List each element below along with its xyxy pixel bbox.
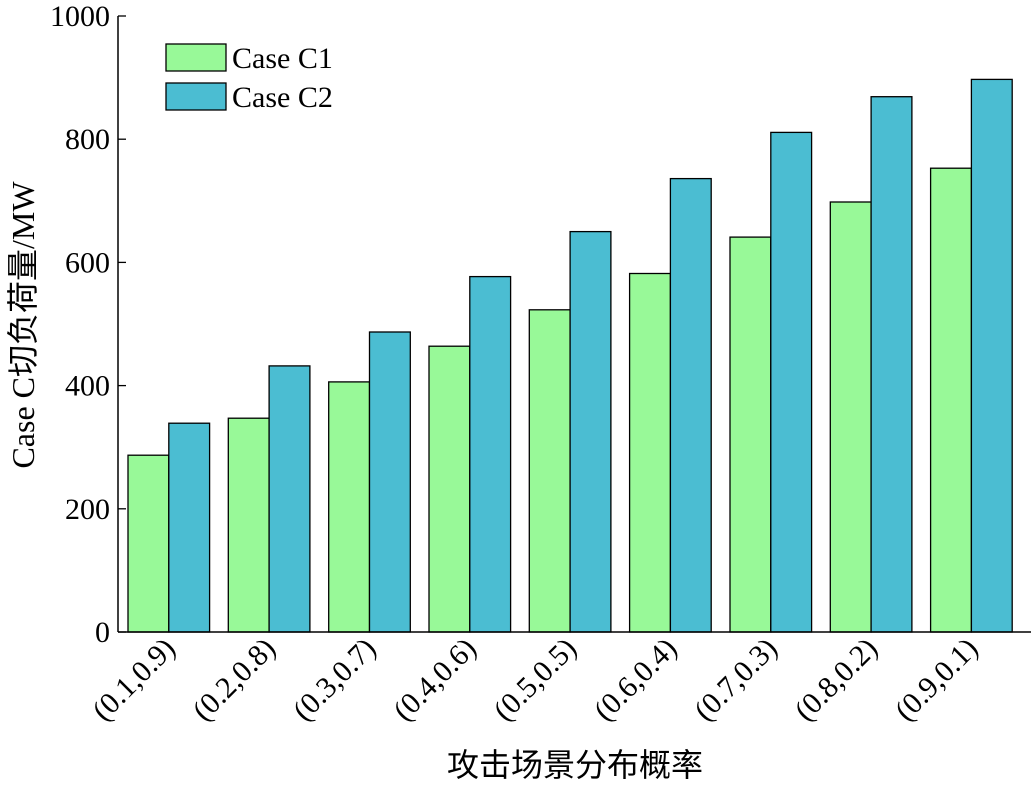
bar-1-9 <box>929 167 973 633</box>
y-ticks-group: 0 200 400 600 800 1000 <box>50 0 126 649</box>
y-tick-label-3: 600 <box>65 246 110 279</box>
y-tick-label-0: 0 <box>95 616 110 649</box>
y-axis-title: Case C切负荷量/MW <box>5 181 41 469</box>
legend-label-1: Case C1 <box>232 42 333 75</box>
y-tick-label-1: 200 <box>65 493 110 526</box>
axes-group <box>117 16 1031 633</box>
x-tick-label-6: (0.6,0.4) <box>588 632 684 728</box>
legend: Case C1 Case C2 <box>165 42 333 114</box>
bar-1-1 <box>127 454 170 633</box>
bars-group <box>127 78 1013 633</box>
bar-2-6 <box>669 177 712 633</box>
x-tick-label-9: (0.9,0.1) <box>889 632 985 728</box>
x-tick-label-5: (0.5,0.5) <box>487 632 583 728</box>
bar-1-3 <box>328 381 371 633</box>
x-axis-title: 攻击场景分布概率 <box>447 747 703 783</box>
bar-1-7 <box>729 236 772 633</box>
y-tick-label-2: 400 <box>65 370 110 403</box>
x-tick-label-2: (0.2,0.8) <box>186 632 282 728</box>
bar-2-3 <box>368 331 411 633</box>
bar-1-6 <box>628 272 672 633</box>
x-tick-label-3: (0.3,0.7) <box>287 632 383 728</box>
bar-1-8 <box>829 201 872 633</box>
bar-2-2 <box>268 365 311 633</box>
y-tick-label-5: 1000 <box>50 0 110 33</box>
bar-2-1 <box>168 422 211 633</box>
bar-1-4 <box>428 345 471 633</box>
bar-2-5 <box>569 230 612 633</box>
legend-swatch-2 <box>165 82 227 111</box>
bar-2-8 <box>870 96 913 633</box>
legend-swatch-1 <box>165 43 227 72</box>
x-tick-label-8: (0.8,0.2) <box>788 632 884 728</box>
x-ticks-group: (0.1,0.9) (0.2,0.8) (0.3,0.7) (0.4,0.6) (0.5… <box>86 632 984 728</box>
bar-2-7 <box>770 131 813 633</box>
bar-1-2 <box>227 417 270 633</box>
bar-2-4 <box>469 275 512 633</box>
x-tick-label-7: (0.7,0.3) <box>688 632 784 728</box>
bar-2-9 <box>970 78 1013 633</box>
bar-1-5 <box>528 309 571 633</box>
y-tick-label-4: 800 <box>65 123 110 156</box>
legend-label-2: Case C2 <box>232 81 333 114</box>
x-tick-label-4: (0.4,0.6) <box>387 632 483 728</box>
